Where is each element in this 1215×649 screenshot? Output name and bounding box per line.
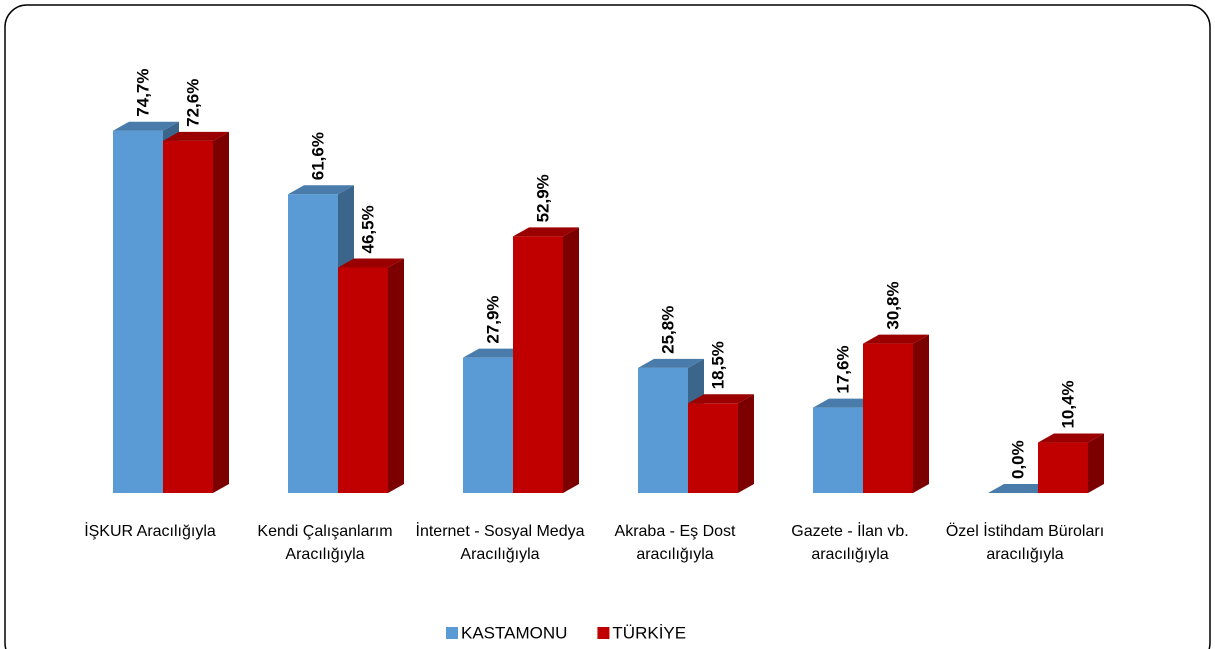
data-label: 46,5% — [358, 205, 377, 253]
x-tick-label: Kendi Çalışanlarım Aracılığıyla — [257, 523, 393, 563]
bar — [513, 227, 579, 493]
bar-top — [338, 258, 404, 268]
bar-front — [1038, 442, 1088, 493]
bar-front — [813, 407, 863, 493]
bar-top — [688, 394, 754, 404]
bar-front — [463, 357, 513, 493]
bar-top — [638, 358, 704, 368]
bar — [688, 394, 754, 493]
data-label: 25,8% — [658, 306, 677, 354]
bar-side — [738, 394, 754, 493]
bar-front — [688, 403, 738, 493]
bar-side — [1088, 433, 1104, 493]
data-label: 17,6% — [833, 345, 852, 393]
bar-top — [288, 185, 354, 195]
data-label: 0,0% — [1008, 440, 1027, 479]
bar-top — [813, 398, 879, 408]
bar-side — [913, 334, 929, 493]
bar-top — [113, 121, 179, 131]
bar-front — [638, 367, 688, 493]
x-tick-label: Gazete - İlan vb. aracılığıyla — [791, 523, 909, 563]
bar-front — [513, 236, 563, 493]
data-label: 27,9% — [483, 295, 502, 343]
legend-label: TÜRKİYE — [612, 623, 686, 642]
bar-top — [463, 348, 529, 358]
data-label: 30,8% — [883, 281, 902, 329]
bar-top — [988, 484, 1054, 493]
bar-side — [388, 258, 404, 493]
bar-front — [113, 130, 163, 493]
bar-top — [863, 334, 929, 344]
data-label: 52,9% — [533, 174, 552, 222]
bar-top — [513, 227, 579, 237]
data-label: 74,7% — [133, 69, 152, 117]
bar-side — [563, 227, 579, 493]
legend-swatch — [446, 627, 458, 639]
bar — [863, 334, 929, 493]
legend-label: KASTAMONU — [461, 623, 567, 642]
bar-front — [338, 267, 388, 493]
x-tick-label: Akraba - Eş Dost aracılığıyla — [614, 523, 736, 563]
legend-swatch — [597, 627, 610, 639]
bar — [163, 131, 229, 493]
bar — [1038, 433, 1104, 493]
bar-front — [863, 343, 913, 493]
x-tick-label: İnternet - Sosyal Medya Aracılığıyla — [415, 523, 585, 563]
data-label: 10,4% — [1058, 380, 1077, 428]
bar — [338, 258, 404, 493]
bar-top — [1038, 433, 1104, 443]
data-label: 18,5% — [708, 341, 727, 389]
bar-front — [288, 194, 338, 494]
bar-top — [163, 131, 229, 141]
bar-front — [163, 140, 213, 493]
x-tick-label: Özel İstihdam Büroları aracılığıyla — [945, 523, 1105, 563]
data-label: 61,6% — [308, 132, 327, 180]
bar — [988, 484, 1054, 493]
x-tick-label: İŞKUR Aracılığıyla — [84, 523, 216, 540]
data-label: 72,6% — [183, 79, 202, 127]
bar-side — [213, 131, 229, 493]
